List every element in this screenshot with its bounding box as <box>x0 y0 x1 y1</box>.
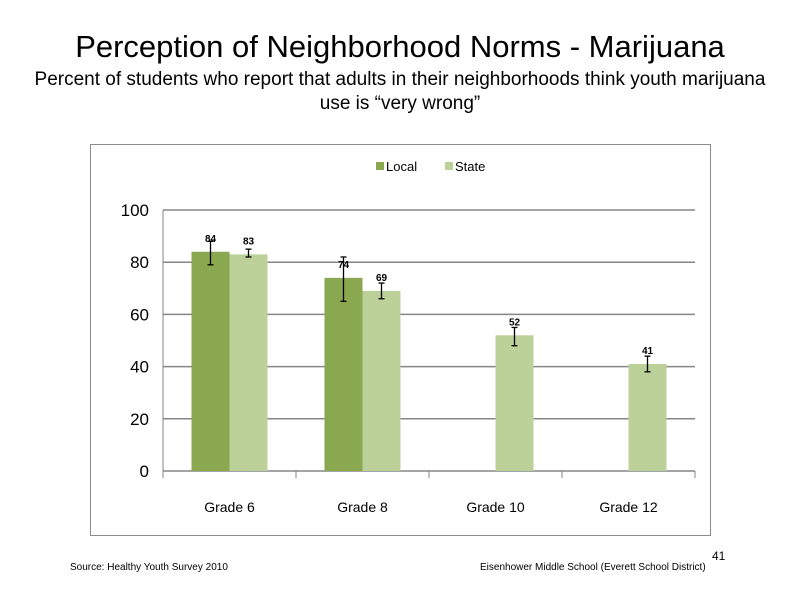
data-label: 41 <box>642 346 654 357</box>
x-category-label: Grade 6 <box>204 499 255 515</box>
bar-local <box>324 277 363 471</box>
data-label: 83 <box>243 236 255 247</box>
bar-state <box>229 254 268 471</box>
legend-label-local: Local <box>386 159 417 174</box>
school-name: Eisenhower Middle School (Everett School… <box>480 562 706 573</box>
data-label: 69 <box>376 273 388 284</box>
slide-title: Perception of Neighborhood Norms - Marij… <box>75 29 725 64</box>
slide-subtitle: Percent of students who report that adul… <box>34 69 766 114</box>
y-tick-label: 60 <box>130 305 149 324</box>
x-category-label: Grade 10 <box>466 499 525 515</box>
legend-label-state: State <box>455 159 485 174</box>
bar-state <box>628 363 667 471</box>
y-tick-label: 40 <box>130 358 149 377</box>
source-note: Source: Healthy Youth Survey 2010 <box>70 562 228 573</box>
y-tick-label: 0 <box>140 462 149 481</box>
legend-swatch-local <box>376 162 384 170</box>
chart-frame <box>90 144 711 536</box>
x-category-label: Grade 12 <box>599 499 658 515</box>
data-label: 74 <box>338 260 350 271</box>
data-label: 84 <box>205 234 217 245</box>
bar-state <box>495 335 534 471</box>
x-category-label: Grade 8 <box>337 499 388 515</box>
page-number: 41 <box>712 549 726 563</box>
y-tick-label: 20 <box>130 410 149 429</box>
y-tick-label: 100 <box>121 201 149 220</box>
bar-local <box>191 251 230 471</box>
legend-swatch-state <box>445 162 453 170</box>
data-label: 52 <box>509 317 521 328</box>
y-tick-label: 80 <box>130 253 149 272</box>
bar-state <box>362 290 401 471</box>
